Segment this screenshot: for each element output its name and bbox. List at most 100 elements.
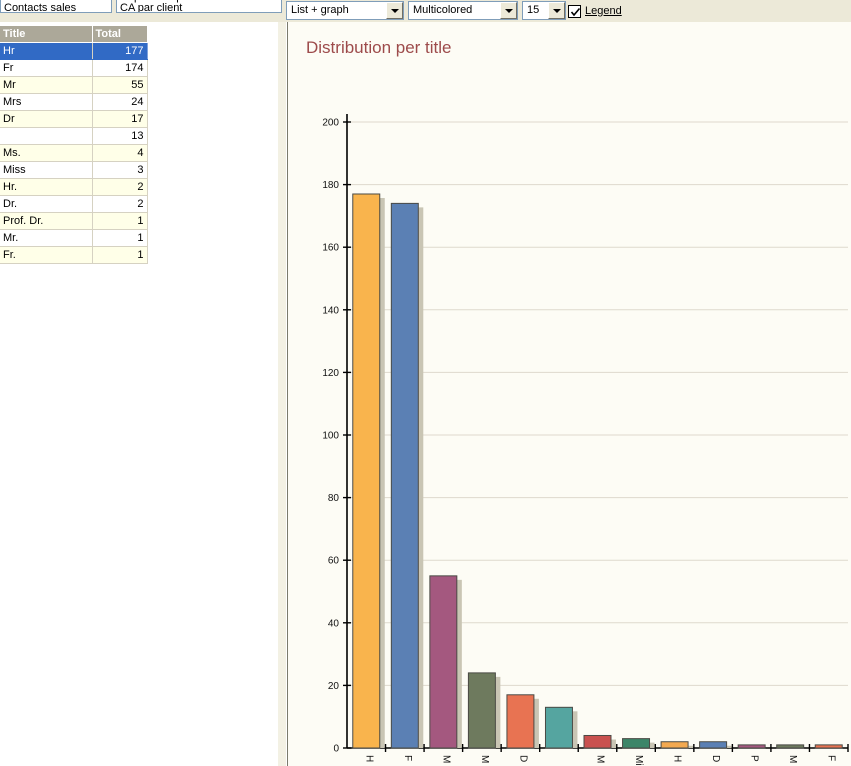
cell-title: Mr [0,76,93,94]
chart-title: Distribution per title [306,38,452,57]
x-tick-label: M [440,755,451,763]
table-row[interactable]: Prof. Dr. 1 [0,212,148,230]
chevron-down-icon[interactable] [386,2,403,19]
cell-title: Dr. [0,195,93,213]
size-value: 15 [527,4,540,16]
column-header-total[interactable]: Total [92,26,148,43]
table-row[interactable]: Hr. 2 [0,178,148,196]
cell-title: Fr [0,59,93,77]
view-mode-value: List + graph [291,4,349,16]
classes-list[interactable]: Classes sales Contacts sales [0,0,112,13]
cell-title: Hr [0,42,93,60]
x-tick-label: H [363,755,374,762]
table-row[interactable]: Fr. 1 [0,246,148,264]
cell-title: Fr. [0,246,93,264]
y-tick-label: 60 [328,556,340,567]
y-tick-label: 40 [328,618,340,629]
cell-title [0,127,93,145]
y-tick-label: 20 [328,681,340,692]
x-tick-label: M [595,755,606,763]
bar-chart: 0 20 40 60 80 100 120 140 160 180 200 H F M M D M Mi H D P M F [288,22,851,766]
table-body: Hr 177 Fr 174 Mr 55 Mrs 24 Dr 17 13 Ms. 4 Miss 3 Hr. 2 Dr… [0,42,148,264]
chevron-down-icon[interactable] [548,2,565,19]
bar[interactable] [429,575,458,749]
bar[interactable] [352,193,381,749]
cell-total: 1 [92,246,148,264]
bar[interactable] [506,694,535,749]
color-mode-value: Multicolored [413,4,473,16]
x-tick-label: M [479,755,490,763]
view-mode-select[interactable]: List + graph [286,1,404,20]
bar[interactable] [390,202,419,749]
x-tick-label: Mi [633,755,644,766]
table-header-row: Title Total [0,26,148,43]
repartition-list-item-bottom[interactable]: CA par client [120,2,183,13]
cell-total: 24 [92,93,148,111]
cell-total: 174 [92,59,148,77]
table-row[interactable]: 13 [0,127,148,145]
x-tick-label: M [787,755,798,763]
checkmark-icon[interactable] [568,4,581,18]
table-row[interactable]: Mrs 24 [0,93,148,111]
cell-total: 2 [92,195,148,213]
x-tick-label: H [672,755,683,762]
splitter-edge-left [277,22,278,766]
bar[interactable] [544,706,573,749]
cell-total: 177 [92,42,148,60]
cell-title: Ms. [0,144,93,162]
distribution-table-panel: Title Total Hr 177 Fr 174 Mr 55 Mrs 24 Dr 17 13 Ms.… [0,26,148,264]
cell-title: Prof. Dr. [0,212,93,230]
legend-checkbox[interactable]: Legend [568,3,622,19]
repartition-list-item-top[interactable]: Répartition par nombre de visites (n [120,0,281,3]
y-tick-label: 160 [322,243,339,254]
cell-total: 4 [92,144,148,162]
table-row[interactable]: Mr. 1 [0,229,148,247]
table-row[interactable]: Dr. 2 [0,195,148,213]
distribution-table: Title Total Hr 177 Fr 174 Mr 55 Mrs 24 Dr 17 13 Ms.… [0,26,148,264]
column-header-title[interactable]: Title [0,26,93,43]
cell-total: 3 [92,161,148,179]
chevron-down-icon[interactable] [500,2,517,19]
x-tick-label: D [710,755,721,762]
legend-label: Legend [585,5,622,17]
x-tick-label: F [402,755,413,761]
cell-total: 1 [92,229,148,247]
cell-title: Hr. [0,178,93,196]
panel-splitter[interactable] [277,22,287,766]
splitter-edge-right [286,22,287,766]
bar[interactable] [737,744,766,749]
x-tick-label: P [749,755,760,762]
table-row[interactable]: Ms. 4 [0,144,148,162]
bar[interactable] [699,741,728,749]
table-row[interactable]: Miss 3 [0,161,148,179]
chart-panel: Distribution per title 0 20 40 60 80 100 120 14… [287,22,851,766]
y-tick-label: 120 [322,368,339,379]
bar[interactable] [583,734,612,749]
table-row[interactable]: Fr 174 [0,59,148,77]
y-tick-label: 80 [328,493,340,504]
bar[interactable] [622,738,651,749]
y-tick-label: 100 [322,431,339,442]
toolbar: Classes sales Contacts sales Répartition… [0,0,851,22]
bar[interactable] [467,672,496,749]
bar[interactable] [776,744,805,749]
table-row[interactable]: Mr 55 [0,76,148,94]
chart-svg: 0 20 40 60 80 100 120 140 160 180 200 H F M M D M Mi H D P M F [322,114,849,766]
cell-total: 2 [92,178,148,196]
color-mode-select[interactable]: Multicolored [408,1,518,20]
size-select[interactable]: 15 [522,1,566,20]
y-tick-label: 140 [322,305,339,316]
table-row[interactable]: Hr 177 [0,42,148,60]
cell-total: 1 [92,212,148,230]
y-tick-label: 0 [333,744,339,755]
table-row[interactable]: Dr 17 [0,110,148,128]
classes-list-item-bottom[interactable]: Contacts sales [4,2,77,13]
y-tick-label: 200 [322,118,339,129]
cell-total: 17 [92,110,148,128]
cell-title: Mr. [0,229,93,247]
repartition-list[interactable]: Répartition par nombre de visites (n CA … [116,0,282,13]
classes-list-item-top[interactable]: Classes sales [4,0,108,3]
bar[interactable] [814,744,843,749]
bar[interactable] [660,741,689,749]
